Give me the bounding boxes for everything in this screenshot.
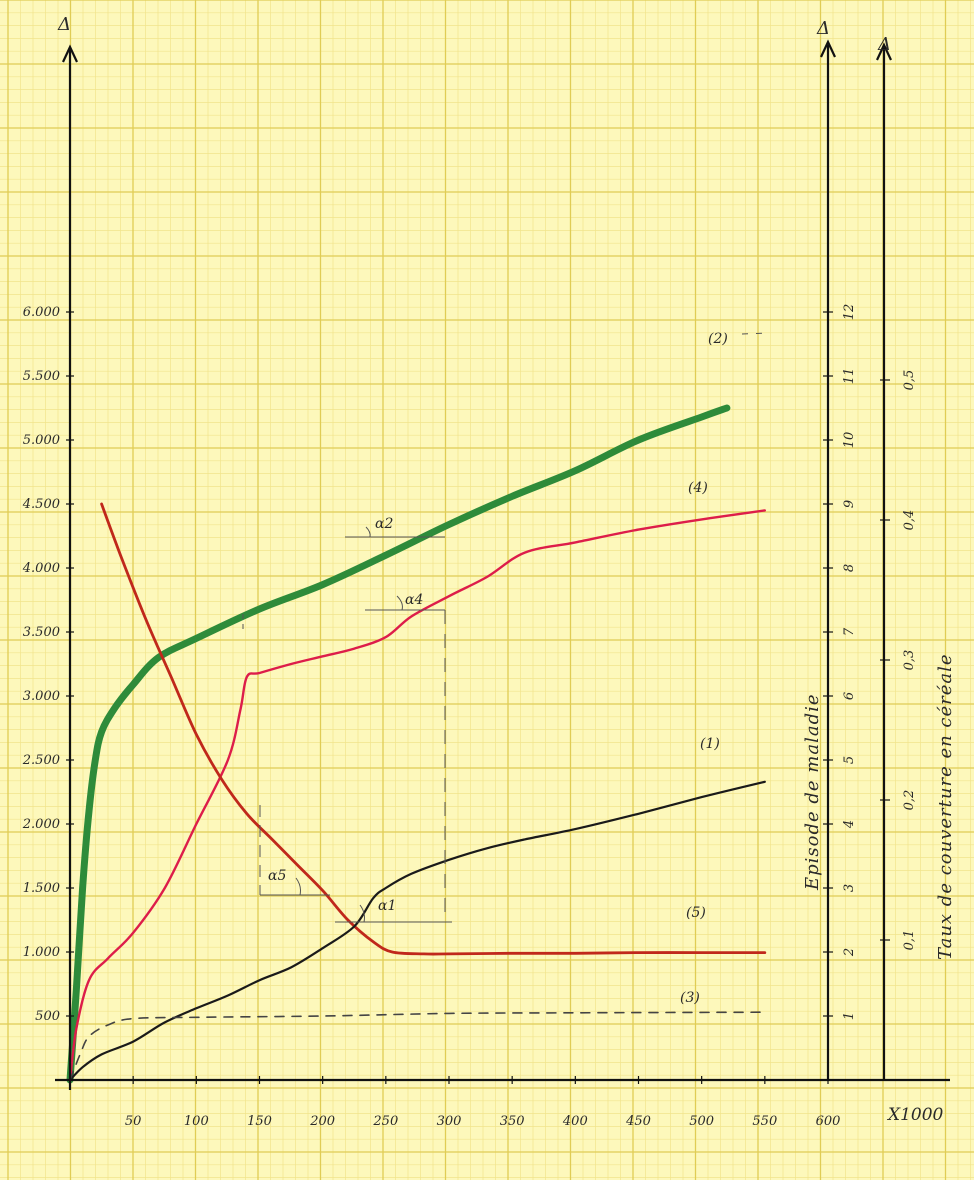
y-right-2-tick-label: 0,4 [902,510,917,531]
x-tick-label: 150 [247,1114,272,1129]
series-2-label: (2) [708,331,728,347]
y-right-1-tick-label: 1 [842,1012,857,1020]
alpha4-label: α4 [405,592,423,608]
x-tick-label: 300 [437,1114,462,1129]
y-right-2-tick-label: 0,3 [902,650,917,671]
series-2-line [66,404,731,1084]
series-layer [66,404,767,1084]
x-tick-label: 600 [816,1114,841,1129]
series-3-line [69,1011,766,1081]
y-left-tick-label: 6.000 [23,305,60,320]
y-axis-right-1-arrowhead [820,39,836,58]
alpha2-label: α2 [375,516,393,532]
alpha1-arc [359,904,365,923]
x-tick-label: 250 [372,1114,398,1129]
y-left-tick-label: 2.000 [22,817,60,832]
y-left-tick-labels: 500 1.000 1.500 2.000 2.500 3.000 3.500 4.000 4.… [22,305,60,1024]
alpha4-arc [396,595,403,611]
y-left-tick-label: 500 [35,1009,60,1024]
series-3-label: (3) [680,990,700,1006]
x-tick-label: 350 [500,1114,525,1129]
alpha2-arc [365,526,371,538]
y-right-1-tick-label: 9 [842,500,857,508]
alpha5-label: α5 [268,868,286,884]
y-left-tick-label: 3.000 [23,689,60,704]
tick-marks [66,311,890,1084]
x-tick-label: 100 [184,1114,209,1129]
y-axis-right-2-marker: Δ [877,34,892,55]
y-left-tick-label: 5.000 [23,433,60,448]
alpha5-arc [295,877,301,896]
y-left-tick-label: 4.500 [22,497,60,512]
angle-construction-lines [242,332,769,923]
y-right-1-tick-label: 2 [842,948,857,957]
y-left-tick-label: 2.500 [22,753,60,768]
y-right-1-tick-label: 12 [842,304,857,321]
y-left-tick-label: 1.000 [23,945,60,960]
y-right-1-tick-label: 3 [842,884,857,892]
series-4-line [68,509,766,1082]
x-tick-label: 500 [689,1114,714,1129]
x-tick-label: 50 [125,1114,142,1129]
y-right-1-tick-label: 5 [842,756,857,764]
series-1-label: (1) [700,736,720,752]
y-axis-right-2-title: Taux de couverture en céréale [935,653,956,960]
x-tick-labels: 50 100 150 200 250 300 350 400 450 500 550 600 [125,1114,841,1129]
y-axis-right-2-arrowhead [876,42,892,61]
series-5-line [100,502,767,956]
y-right-1-tick-label: 10 [842,432,857,449]
curve2-end-dash [741,332,769,335]
y-right-2-tick-label: 0,1 [902,930,917,951]
y-left-tick-label: 3.500 [23,625,60,640]
y-axis-right-1-marker: Δ [816,18,831,39]
series-4-label: (4) [688,480,708,496]
x-tick-label: 450 [625,1114,651,1129]
alpha1-label: α1 [378,898,396,914]
y-right-2-tick-label: 0,2 [902,790,917,811]
y-right-2-tick-label: 0,5 [902,370,917,391]
y-axis-right-1-title: Episode de maladie [802,693,823,891]
y-axis-left-arrowhead [62,44,78,63]
x-tick-label: 400 [562,1114,588,1129]
axes [55,39,950,1090]
y-right-1-tick-label: 8 [842,564,857,572]
x-axis-title: X1000 [886,1105,944,1125]
series-5-label: (5) [686,905,706,921]
y-axis-left-title: Δ [57,14,72,35]
y-right-1-tick-label: 4 [842,820,857,829]
y-right-1-tick-label: 11 [842,368,857,385]
x-tick-label: 200 [309,1114,335,1129]
y-left-tick-label: 5.500 [23,369,60,384]
y-right-1-tick-label: 7 [842,627,857,636]
y-left-tick-label: 4.000 [22,561,60,576]
y-right-2-tick-labels: 0,1 0,2 0,3 0,4 0,5 [902,370,917,951]
y-left-tick-label: 1.500 [23,881,60,896]
x-tick-label: 550 [752,1114,777,1129]
series-1-line [68,780,766,1082]
y-right-1-tick-label: 6 [842,692,857,700]
